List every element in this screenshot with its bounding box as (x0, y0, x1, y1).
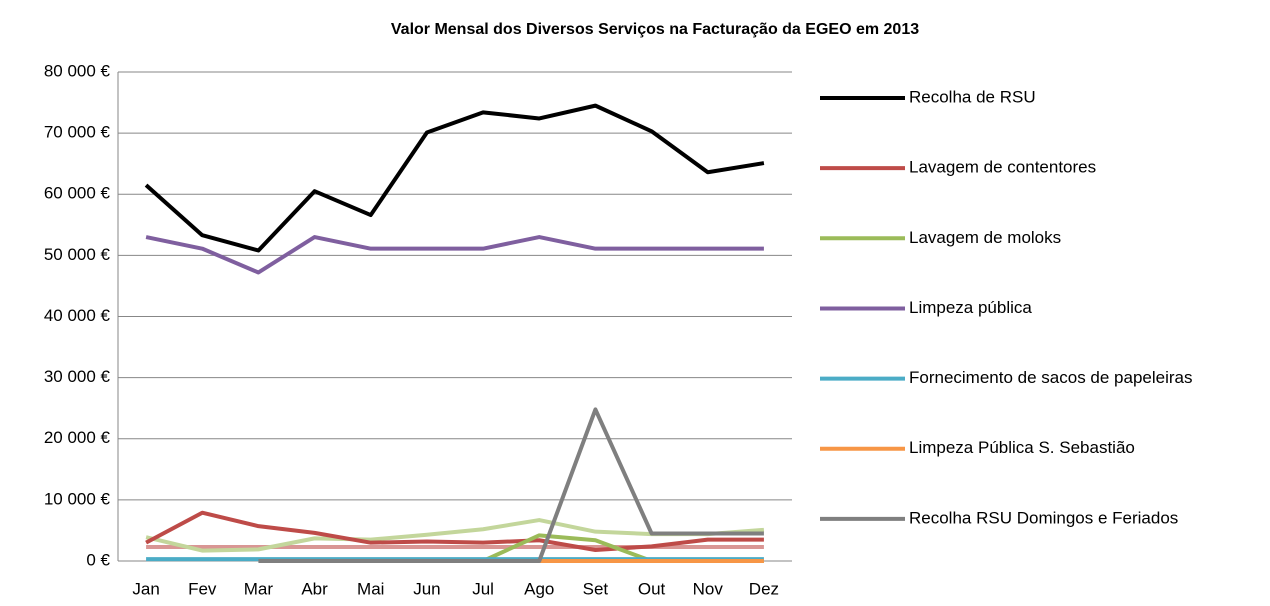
legend-label: Lavagem de contentores (909, 158, 1096, 177)
x-tick-label: Jun (413, 579, 440, 598)
y-tick-label: 30 000 € (44, 367, 111, 386)
x-tick-label: Nov (693, 579, 724, 598)
series-line (144, 103, 765, 253)
x-tick-label: Fev (188, 579, 217, 598)
x-tick-label: Out (638, 579, 666, 598)
x-tick-label: Set (583, 579, 609, 598)
series-line (145, 235, 764, 275)
y-tick-label: 50 000 € (44, 245, 111, 264)
legend-label: Lavagem de moloks (909, 228, 1061, 247)
x-tick-label: Jul (472, 579, 494, 598)
x-tick-label: Jan (132, 579, 159, 598)
y-tick-label: 10 000 € (44, 489, 111, 508)
x-tick-label: Mar (244, 579, 274, 598)
legend-label: Limpeza pública (909, 298, 1032, 317)
y-tick-label: 70 000 € (44, 123, 111, 142)
series-line (258, 407, 764, 563)
legend-label: Limpeza Pública S. Sebastião (909, 438, 1135, 457)
y-tick-label: 0 € (86, 550, 110, 569)
legend-label: Fornecimento de sacos de papeleiras (909, 368, 1193, 387)
x-tick-label: Ago (524, 579, 554, 598)
y-tick-label: 80 000 € (44, 61, 111, 80)
x-tick-label: Abr (301, 579, 328, 598)
y-tick-label: 40 000 € (44, 306, 111, 325)
chart-title: Valor Mensal dos Diversos Serviços na Fa… (391, 21, 919, 38)
y-tick-label: 20 000 € (44, 428, 111, 447)
legend-label: Recolha RSU Domingos e Feriados (909, 508, 1178, 527)
y-tick-label: 60 000 € (44, 184, 111, 203)
x-tick-label: Mai (357, 579, 384, 598)
series-line (145, 510, 764, 552)
legend-label: Recolha de RSU (909, 87, 1036, 106)
x-tick-label: Dez (749, 579, 779, 598)
